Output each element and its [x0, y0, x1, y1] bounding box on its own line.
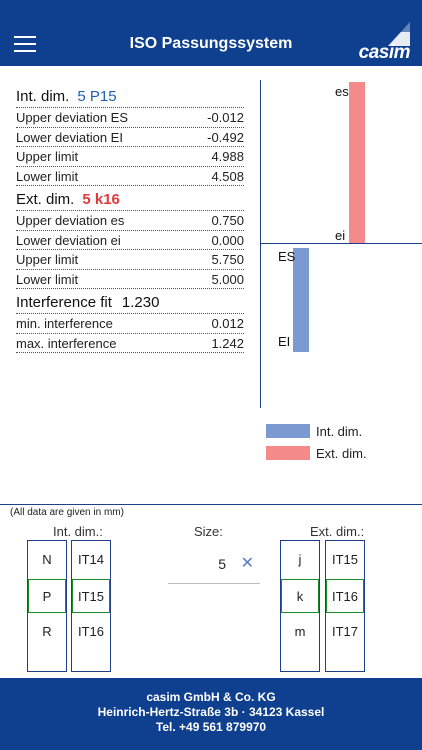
row-label: max. interference — [16, 335, 117, 351]
legend-item-internal: Int. dim. — [266, 420, 367, 442]
external-tolerance-bar — [349, 82, 365, 243]
footer-address: Heinrich-Hertz-Straße 3b · 34123 Kassel — [97, 705, 325, 719]
fit-label: Interference fit — [16, 294, 112, 311]
picker-option[interactable]: j — [298, 552, 302, 567]
picker-option[interactable]: IT17 — [331, 624, 358, 639]
row-value: 1.242 — [211, 335, 244, 351]
graph-axis-vertical — [260, 80, 261, 408]
picker-option[interactable]: N — [42, 552, 52, 567]
menu-icon[interactable] — [14, 36, 36, 52]
row-value: 4.988 — [211, 149, 244, 164]
table-row: Upper deviation ES -0.012 — [16, 108, 244, 128]
logo-mark-icon — [388, 22, 410, 46]
legend-item-external: Ext. dim. — [266, 442, 367, 464]
table-row: Lower deviation ei 0.000 — [16, 231, 244, 250]
brand-name: casim — [358, 42, 411, 63]
label-EI: EI — [278, 334, 291, 349]
label-ei: ei — [335, 228, 346, 243]
size-label: Size: — [194, 524, 223, 539]
ext-dim-label: Ext. dim.: — [310, 524, 365, 539]
company-footer: casim GmbH & Co. KG Heinrich-Hertz-Straß… — [0, 678, 422, 750]
table-row: Upper limit 5.750 — [16, 250, 244, 270]
clear-icon[interactable]: ✕ — [240, 555, 254, 572]
table-row: Lower limit 5.000 — [16, 270, 244, 289]
section-divider — [0, 504, 422, 505]
row-label: Upper deviation ES — [16, 110, 129, 125]
internal-header: Int. dim. 5 P15 — [16, 86, 244, 108]
row-label: Lower limit — [16, 271, 79, 287]
table-row: min. interference 0.012 — [16, 314, 244, 334]
picker-option[interactable]: R — [42, 624, 52, 639]
fit-header: Interference fit 1.230 — [16, 292, 244, 314]
ext-grade-picker[interactable]: IT15 IT16 IT17 — [325, 540, 365, 672]
fit-value: 1.230 — [121, 294, 160, 311]
ext-letter-picker[interactable]: j k m — [280, 540, 320, 672]
external-code: 5 k16 — [82, 191, 120, 208]
row-label: Upper limit — [16, 252, 79, 267]
table-row: Upper deviation es 0.750 — [16, 211, 244, 231]
legend-label: Ext. dim. — [316, 445, 367, 461]
int-dim-label: Int. dim.: — [53, 524, 103, 539]
picker-option[interactable]: IT14 — [77, 552, 104, 567]
size-value[interactable]: 5 — [218, 556, 226, 572]
row-value: -0.492 — [207, 129, 244, 145]
legend-swatch — [266, 424, 310, 438]
picker-option-selected[interactable]: P — [28, 579, 66, 613]
footer-company: casim GmbH & Co. KG — [146, 690, 276, 704]
brand-logo: casim — [352, 22, 411, 64]
row-value: 5.750 — [211, 252, 244, 267]
picker-option[interactable]: IT15 — [331, 552, 358, 567]
footer-phone[interactable]: Tel. +49 561 879970 — [155, 720, 267, 734]
picker-option-selected[interactable]: IT16 — [326, 579, 364, 613]
results-panel: Int. dim. 5 P15 Upper deviation ES -0.012 … — [16, 86, 244, 353]
app-header: ISO Passungssystem casim — [0, 0, 422, 66]
picker-option-selected[interactable]: k — [281, 579, 319, 613]
picker-option-selected[interactable]: IT15 — [72, 579, 110, 613]
row-label: min. interference — [16, 316, 113, 331]
row-value: 0.012 — [211, 316, 244, 331]
row-label: Lower limit — [16, 168, 79, 184]
internal-code: 5 P15 — [77, 88, 117, 105]
row-label: Lower deviation EI — [16, 129, 123, 145]
internal-label: Int. dim. — [16, 88, 70, 105]
units-note: (All data are given in mm) — [10, 507, 124, 518]
external-header: Ext. dim. 5 k16 — [16, 189, 244, 211]
row-label: Lower deviation ei — [16, 232, 121, 248]
legend-swatch — [266, 446, 310, 460]
table-row: max. interference 1.242 — [16, 334, 244, 353]
graph-legend: Int. dim. Ext. dim. — [266, 420, 367, 464]
picker-option[interactable]: IT16 — [77, 624, 104, 639]
table-row: Lower deviation EI -0.492 — [16, 128, 244, 147]
row-value: 5.000 — [211, 271, 244, 287]
row-value: 0.000 — [211, 232, 244, 248]
row-value: 4.508 — [211, 168, 244, 184]
external-label: Ext. dim. — [16, 191, 75, 208]
label-ES: ES — [278, 249, 296, 264]
internal-tolerance-bar — [293, 248, 309, 352]
table-row: Lower limit 4.508 — [16, 167, 244, 186]
int-grade-picker[interactable]: IT14 IT15 IT16 — [71, 540, 111, 672]
row-value: 0.750 — [211, 213, 244, 228]
label-es: es — [335, 84, 349, 99]
table-row: Upper limit 4.988 — [16, 147, 244, 167]
graph-axis-horizontal — [260, 243, 422, 244]
picker-option[interactable]: m — [294, 624, 306, 639]
legend-label: Int. dim. — [316, 423, 363, 439]
int-letter-picker[interactable]: N P R — [27, 540, 67, 672]
tolerance-graph: es ei ES EI — [260, 80, 422, 410]
size-input[interactable]: 5 ✕ — [168, 548, 260, 584]
row-label: Upper deviation es — [16, 213, 125, 228]
row-label: Upper limit — [16, 149, 79, 164]
row-value: -0.012 — [207, 110, 244, 125]
page-title: ISO Passungssystem — [129, 35, 293, 52]
